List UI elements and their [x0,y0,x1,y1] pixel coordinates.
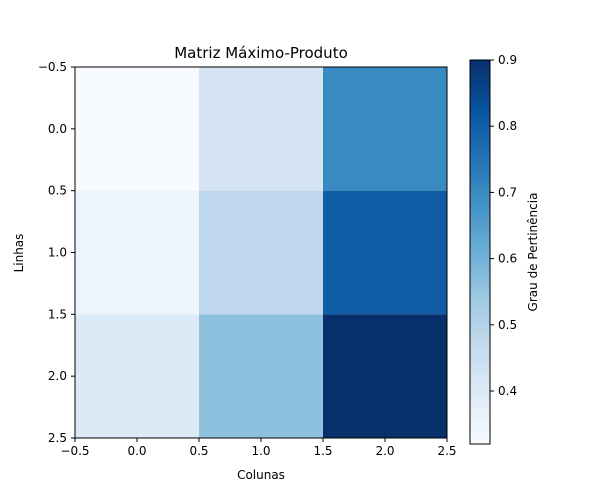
chart-title: Matriz Máximo-Produto [174,44,348,62]
heatmap-cells [75,67,447,438]
x-tick-label: 0.0 [127,444,146,458]
y-tick-label: 0.0 [48,122,67,136]
heatmap-cell-r2-c0 [75,314,199,438]
y-tick-label: 1.0 [48,246,67,260]
colorbar-tick-label: 0.6 [498,252,517,266]
heatmap-cell-r0-c2 [323,67,447,191]
colorbar-label: Grau de Pertinência [526,193,540,312]
colorbar-ticks: 0.4 0.5 0.6 0.7 0.8 0.9 [490,53,517,398]
heatmap-cell-r2-c1 [199,314,323,438]
x-axis-title: Colunas [237,468,285,482]
y-tick-label: 0.5 [48,184,67,198]
x-tick-label: 1.5 [313,444,332,458]
x-tick-label: 2.0 [375,444,394,458]
heatmap-cell-r1-c1 [199,190,323,315]
colorbar-tick-label: 0.5 [498,318,517,332]
y-axis: −0.5 0.0 0.5 1.0 1.5 2.0 2.5 [38,60,75,445]
colorbar-tick-label: 0.7 [498,185,517,199]
colorbar [469,59,491,445]
colorbar-tick-label: 0.4 [498,384,517,398]
y-tick-label: 2.5 [48,431,67,445]
heatmap-cell-r1-c0 [75,190,199,315]
colorbar-tick-label: 0.8 [498,119,517,133]
y-axis-title: Linhas [12,234,26,273]
x-tick-label: 2.5 [437,444,456,458]
x-axis: −0.5 0.0 0.5 1.0 1.5 2.0 2.5 [60,438,457,458]
colorbar-tick-label: 0.9 [498,53,517,67]
x-tick-label: 0.5 [189,444,208,458]
heatmap-cell-r0-c1 [199,67,323,191]
heatmap-cell-r0-c0 [75,67,199,191]
y-tick-label: 1.5 [48,307,67,321]
heatmap-cell-r2-c2 [323,314,447,438]
x-tick-label: 1.0 [251,444,270,458]
y-tick-label: −0.5 [38,60,67,74]
x-tick-label: −0.5 [60,444,89,458]
heatmap-cell-r1-c2 [323,190,447,315]
y-tick-label: 2.0 [48,369,67,383]
